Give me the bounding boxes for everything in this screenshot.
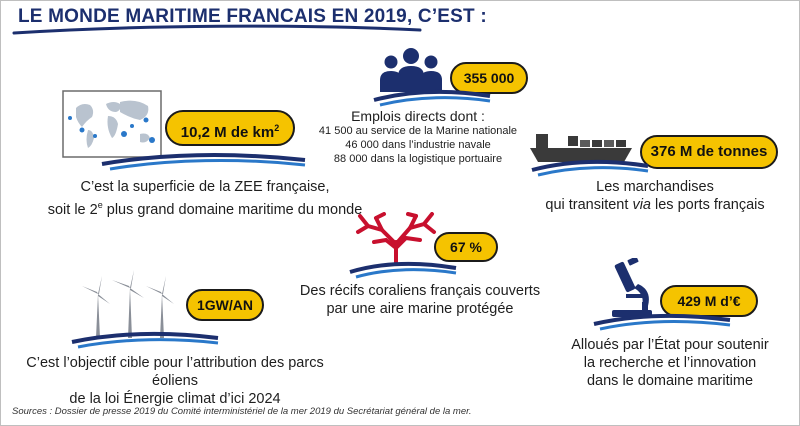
wind-turbines-icon	[82, 270, 174, 338]
page-title: LE MONDE MARITIME FRANCAIS EN 2019, C’ES…	[18, 6, 487, 27]
title-underline	[12, 24, 422, 35]
jobs-badge: 355 000	[450, 62, 528, 94]
source-note: Sources : Dossier de presse 2019 du Comi…	[12, 406, 472, 417]
people-icon	[380, 48, 442, 92]
wave-icon	[101, 153, 306, 171]
research-badge: 429 M d’€	[660, 285, 758, 317]
wave-icon	[373, 89, 491, 107]
cargo-badge: 376 M de tonnes	[640, 135, 778, 169]
wave-icon	[593, 313, 731, 331]
research-caption: Alloués par l’État pour soutenir la rech…	[571, 337, 769, 389]
zee-caption: C’est la superficie de la ZEE française,…	[47, 179, 363, 218]
wind-caption: C’est l’objectif cible pour l’attributio…	[26, 355, 324, 407]
coral-badge: 67 %	[434, 232, 498, 262]
microscope-icon	[612, 258, 652, 317]
coral-icon	[356, 212, 436, 264]
jobs-heading: Emplois directs dont :	[351, 108, 485, 124]
jobs-details: 41 500 au service de la Marine nationale…	[318, 125, 518, 165]
wave-icon	[349, 261, 457, 279]
wave-icon	[71, 331, 219, 349]
cargo-ship-icon	[530, 134, 632, 162]
cargo-caption: Les marchandises qui transitent via les …	[545, 179, 765, 213]
coral-caption: Des récifs coraliens français couverts p…	[299, 283, 541, 317]
zee-badge: 10,2 M de km2	[165, 110, 295, 146]
wind-badge: 1GW/AN	[186, 289, 264, 321]
world-map-icon	[62, 90, 162, 158]
wave-icon	[531, 159, 649, 177]
